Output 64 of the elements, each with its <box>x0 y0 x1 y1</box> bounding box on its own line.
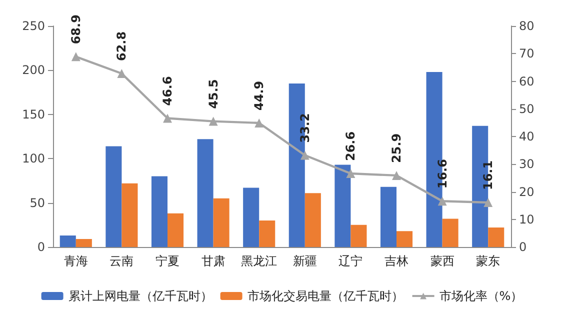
y2-tick-label: 70 <box>519 46 534 61</box>
y2-tick-label: 10 <box>519 212 534 226</box>
bar <box>396 231 413 247</box>
bar <box>334 164 351 247</box>
y-tick-label: 250 <box>22 19 45 33</box>
y-tick-label: 150 <box>22 107 45 122</box>
data-label: 16.6 <box>435 159 450 189</box>
bar <box>243 188 260 247</box>
x-tick-label: 黑龙江 <box>241 254 278 268</box>
x-tick-label: 青海 <box>64 254 88 268</box>
y2-tick-label: 0 <box>519 240 527 254</box>
point <box>346 169 356 178</box>
legend-label: 市场化率（%） <box>439 289 523 303</box>
bar <box>380 186 396 247</box>
bar <box>197 139 214 247</box>
x-tick-label: 蒙西 <box>430 254 454 268</box>
x-tick-label: 蒙东 <box>476 254 500 268</box>
data-label: 44.9 <box>252 80 266 110</box>
bar <box>151 176 168 247</box>
data-label: 62.8 <box>114 31 129 62</box>
data-label: 45.5 <box>206 79 220 109</box>
legend-label: 市场化交易电量（亿千瓦时） <box>247 289 404 303</box>
bar <box>76 239 92 247</box>
y-tick-label: 200 <box>22 63 45 78</box>
point <box>163 114 172 123</box>
point <box>208 116 218 126</box>
bar <box>106 146 122 247</box>
x-tick-label: 云南 <box>110 254 134 268</box>
bar <box>350 224 367 247</box>
bar <box>60 236 76 247</box>
legend-label: 累计上网电量（亿千瓦时） <box>68 289 212 303</box>
x-tick-label: 吉林 <box>384 254 408 268</box>
bar <box>122 183 138 247</box>
point <box>71 52 80 62</box>
x-tick-label: 新疆 <box>292 254 317 268</box>
y2-tick-label: 20 <box>519 184 534 199</box>
y2-tick-label: 30 <box>519 157 534 172</box>
point <box>392 170 401 180</box>
y-tick-label: 100 <box>22 152 45 166</box>
x-tick-label: 辽宁 <box>338 254 363 268</box>
point <box>484 198 493 208</box>
bar <box>304 193 321 247</box>
y-tick-label: 50 <box>30 196 45 210</box>
point <box>300 150 310 160</box>
bar <box>168 213 184 247</box>
bar <box>442 218 458 247</box>
y2-tick-label: 50 <box>519 102 534 116</box>
y2-tick-label: 60 <box>519 74 534 88</box>
bar <box>488 228 504 247</box>
data-label: 25.9 <box>390 133 404 163</box>
data-label: 26.6 <box>344 131 358 162</box>
y2-tick-label: 40 <box>519 130 534 144</box>
data-label: 46.6 <box>160 76 174 106</box>
data-label: 16.1 <box>481 160 496 190</box>
data-label: 68.9 <box>68 14 83 44</box>
x-tick-label: 宁夏 <box>156 254 180 268</box>
bar <box>213 198 230 247</box>
data-label: 33.2 <box>298 113 312 143</box>
bar <box>259 220 276 247</box>
y-tick-label: 0 <box>37 240 45 254</box>
point <box>438 196 447 206</box>
point <box>254 118 264 128</box>
x-tick-label: 甘肃 <box>201 254 226 268</box>
y2-tick-label: 80 <box>519 19 534 33</box>
